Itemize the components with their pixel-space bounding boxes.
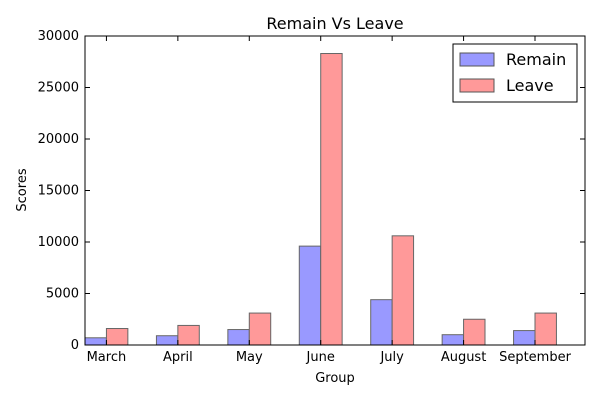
- bar-leave-april: [177, 324, 200, 346]
- bar-remain-march: [84, 337, 107, 346]
- chart-title: Remain Vs Leave: [266, 14, 403, 33]
- x-tick-label-september: September: [499, 350, 572, 365]
- x-tick-label-may: May: [236, 350, 263, 365]
- y-tick-label: 0: [71, 338, 79, 353]
- bar-leave-july: [391, 235, 415, 346]
- bar-remain-september: [513, 330, 536, 346]
- y-axis-label: Scores: [15, 168, 30, 211]
- legend-label-leave: Leave: [506, 76, 554, 95]
- y-tick-label: 15000: [38, 184, 79, 199]
- bar-remain-june: [298, 245, 322, 346]
- legend-label-remain: Remain: [506, 50, 566, 69]
- y-tick-label: 20000: [38, 132, 79, 147]
- legend: Remain Leave: [452, 43, 578, 103]
- y-tick-label: 10000: [38, 235, 79, 250]
- bar-remain-april: [155, 335, 179, 346]
- x-tick-label-march: March: [87, 350, 127, 365]
- x-tick-label-august: August: [441, 350, 487, 365]
- bar-leave-june: [320, 53, 343, 346]
- bar-leave-september: [534, 312, 557, 346]
- x-tick-label-july: July: [379, 350, 404, 365]
- plot-frame: [84, 35, 586, 346]
- bar-remain-july: [370, 299, 393, 346]
- bar-leave-march: [105, 328, 129, 346]
- bar-leave-august: [463, 318, 486, 346]
- x-tick-label-june: June: [306, 350, 335, 365]
- y-axis-ticks: 0 5000 10000 15000 20000 25000 30000: [38, 29, 585, 353]
- y-tick-label: 30000: [38, 29, 79, 44]
- bar-remain-may: [227, 329, 250, 346]
- x-axis-ticks: March April May June July August September: [87, 36, 572, 365]
- y-tick-label: 25000: [38, 81, 79, 96]
- y-tick-label: 5000: [46, 287, 79, 302]
- bar-remain-august: [441, 334, 465, 346]
- x-axis-label: Group: [315, 371, 355, 386]
- legend-swatch-leave: [459, 78, 495, 93]
- x-tick-label-april: April: [163, 350, 193, 365]
- legend-swatch-remain: [459, 52, 495, 67]
- bar-leave-may: [248, 312, 272, 346]
